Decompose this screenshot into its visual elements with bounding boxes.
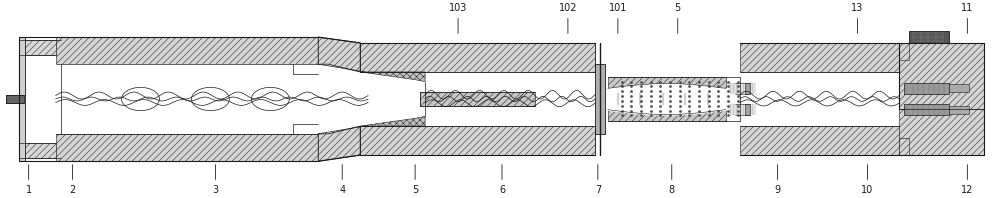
Bar [949,106,969,113]
Bar [899,43,909,60]
Bar [740,43,899,72]
Bar [56,134,318,161]
Bar [899,109,984,155]
Bar [19,40,56,54]
Bar [608,77,726,121]
Bar [909,31,949,43]
Ellipse shape [191,87,229,111]
Polygon shape [318,37,360,72]
Bar [56,64,318,134]
Bar [56,37,318,64]
Bar [595,64,605,134]
Bar [899,138,909,155]
Text: 1: 1 [26,165,32,195]
Text: 9: 9 [775,165,781,195]
Bar [904,104,949,115]
Bar [360,126,595,155]
Text: 7: 7 [595,165,601,195]
Text: 101: 101 [609,3,627,33]
Bar [19,144,56,158]
Bar [6,95,24,103]
Ellipse shape [251,87,289,111]
Bar [899,43,984,109]
Polygon shape [318,126,360,161]
Ellipse shape [122,87,159,111]
Bar [745,83,750,94]
Text: 102: 102 [559,3,577,33]
Polygon shape [360,72,425,82]
Text: 8: 8 [669,165,675,195]
Text: 12: 12 [961,165,974,195]
Text: 13: 13 [851,3,864,33]
Text: 4: 4 [339,165,345,195]
Bar [420,92,535,106]
Bar [360,43,595,72]
Text: 3: 3 [212,165,218,195]
Bar [19,37,25,161]
Text: 103: 103 [449,3,467,33]
Text: 10: 10 [861,165,874,195]
Bar [745,104,750,115]
Text: 5: 5 [412,165,418,195]
Text: 5: 5 [675,3,681,33]
Polygon shape [360,116,425,126]
Bar [949,85,969,92]
Text: 2: 2 [69,165,76,195]
Bar [904,83,949,94]
Text: 11: 11 [961,3,973,33]
Text: 6: 6 [499,165,505,195]
Bar [740,126,899,155]
